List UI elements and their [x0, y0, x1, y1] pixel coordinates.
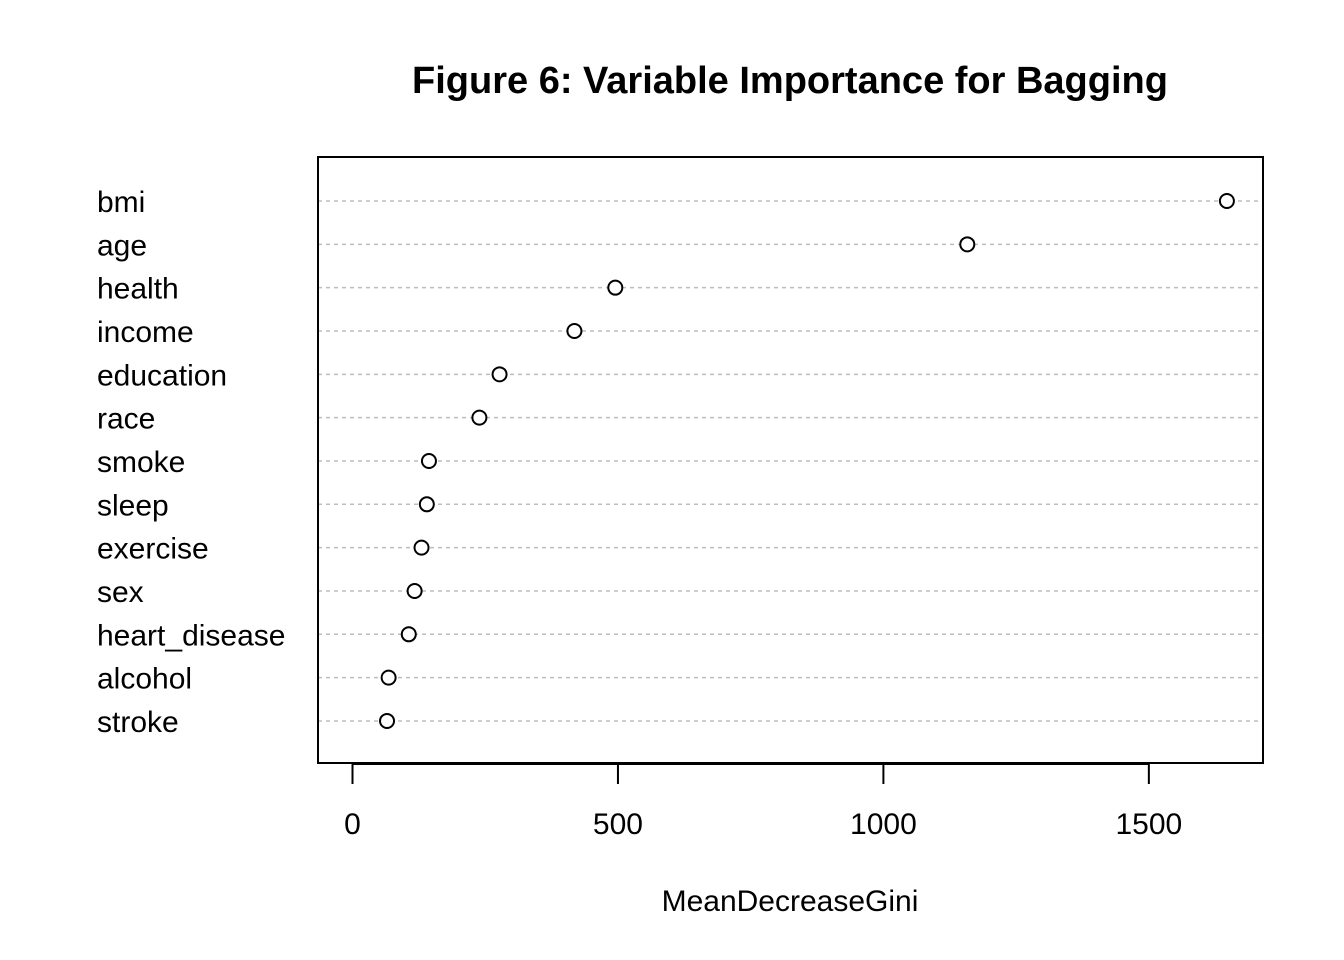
data-point [418, 496, 435, 513]
data-point [420, 452, 437, 469]
x-axis-title: MeanDecreaseGini [662, 885, 919, 918]
x-axis: 0 500 1000 1500 [344, 763, 1182, 841]
category-label: race [97, 403, 155, 436]
data-point [380, 669, 397, 686]
plot-frame [317, 156, 1264, 764]
category-label: exercise [97, 533, 209, 566]
category-label: alcohol [97, 663, 192, 696]
chart-title: Figure 6: Variable Importance for Baggin… [412, 60, 1168, 102]
category-label: smoke [97, 446, 185, 479]
data-points [379, 193, 1235, 729]
data-point [607, 279, 624, 296]
category-label: education [97, 359, 227, 392]
data-point [1218, 193, 1235, 209]
category-label: age [97, 229, 147, 262]
category-label: heart_disease [97, 619, 285, 652]
x-tick-label: 500 [593, 808, 643, 841]
data-point [400, 626, 417, 643]
data-point [471, 409, 488, 426]
category-labels: bmi age health income education race smoke slee… [97, 186, 285, 739]
x-tick-label: 1500 [1115, 808, 1182, 841]
category-label: sex [97, 576, 144, 609]
x-tick-label: 0 [344, 808, 361, 841]
data-point [566, 322, 583, 339]
data-point [406, 582, 423, 599]
category-label: income [97, 316, 194, 349]
category-label: bmi [97, 186, 145, 219]
gridlines [318, 200, 1263, 722]
category-label: stroke [97, 706, 179, 739]
data-point [413, 539, 430, 556]
data-point [379, 712, 396, 729]
category-label: health [97, 273, 179, 306]
x-tick-label: 1000 [850, 808, 917, 841]
category-label: sleep [97, 489, 169, 522]
data-point [491, 366, 508, 383]
data-point [959, 236, 976, 253]
